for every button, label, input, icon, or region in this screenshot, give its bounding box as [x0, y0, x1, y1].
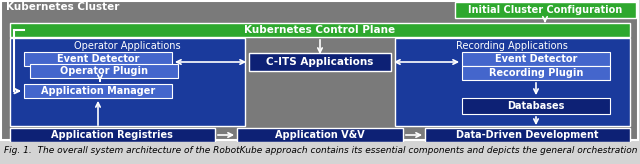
Bar: [455, 2, 636, 18]
Bar: [462, 52, 610, 66]
Text: Recording Plugin: Recording Plugin: [489, 68, 583, 78]
Text: Application V&V: Application V&V: [275, 130, 365, 140]
Text: Initial Cluster Configuration: Initial Cluster Configuration: [468, 5, 622, 15]
Text: Application Manager: Application Manager: [41, 86, 155, 96]
Text: C-ITS Applications: C-ITS Applications: [266, 57, 374, 67]
Bar: [395, 38, 630, 126]
Text: Databases: Databases: [508, 101, 564, 111]
Text: Kubernetes Control Plane: Kubernetes Control Plane: [244, 25, 396, 35]
Text: Fig. 1.  The overall system architecture of the RobotKube approach contains its : Fig. 1. The overall system architecture …: [4, 146, 640, 155]
Text: Data-Driven Development: Data-Driven Development: [456, 130, 598, 140]
Text: Event Detector: Event Detector: [495, 54, 577, 64]
Bar: [425, 128, 630, 142]
Text: Application Registries: Application Registries: [51, 130, 173, 140]
Bar: [249, 53, 391, 71]
Bar: [24, 84, 172, 98]
Text: Event Detector: Event Detector: [57, 54, 139, 64]
Bar: [10, 23, 630, 37]
Bar: [237, 128, 403, 142]
Bar: [10, 38, 245, 126]
Text: Operator Plugin: Operator Plugin: [60, 66, 148, 76]
Text: Recording Applications: Recording Applications: [456, 41, 568, 51]
Bar: [24, 52, 172, 66]
Text: Kubernetes Cluster: Kubernetes Cluster: [6, 2, 120, 12]
Bar: [462, 66, 610, 80]
Bar: [462, 98, 610, 114]
Bar: [10, 128, 215, 142]
Text: Operator Applications: Operator Applications: [74, 41, 180, 51]
Bar: [30, 64, 178, 78]
